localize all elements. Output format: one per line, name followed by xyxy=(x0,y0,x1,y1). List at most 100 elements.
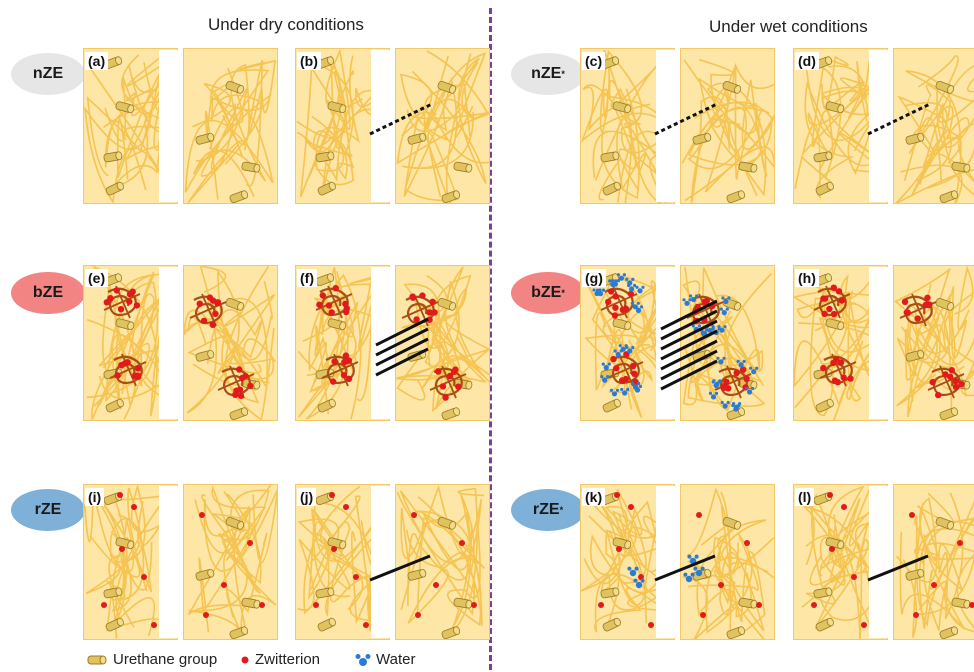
polymer-chain xyxy=(184,93,274,193)
urethane-group-icon xyxy=(722,516,742,530)
polymer-chain xyxy=(683,59,774,134)
urethane-group-icon xyxy=(115,101,135,114)
polymer-chain xyxy=(416,516,482,627)
legend-water-label: Water xyxy=(376,651,416,668)
panel-h-right xyxy=(893,265,974,421)
zwitterion-dot xyxy=(117,492,123,498)
zwitterion-brush xyxy=(813,284,851,319)
zwitterion-dot xyxy=(969,602,974,608)
urethane-group-icon xyxy=(225,297,245,311)
polymer-chain xyxy=(198,489,270,633)
ionic-bond xyxy=(660,339,718,371)
bze-wet-sample-label: bZE * xyxy=(511,272,585,314)
zwitterion-dot xyxy=(718,582,724,588)
urethane-group-icon xyxy=(939,626,959,639)
condition-divider xyxy=(489,8,492,670)
polymer-chain xyxy=(594,573,674,633)
panel-label: (i) xyxy=(85,488,105,506)
polymer-chain xyxy=(698,58,767,197)
urethane-group-icon xyxy=(825,537,845,550)
panel-e-right xyxy=(183,265,278,421)
zwitterion-dot xyxy=(329,492,335,498)
legend-water: Water xyxy=(355,651,415,668)
urethane-group-icon xyxy=(600,587,620,599)
zwitterion-dot xyxy=(841,504,847,510)
zwitterion-dot xyxy=(101,602,107,608)
polymer-chain xyxy=(184,309,263,391)
zwitterion-dot xyxy=(363,622,369,628)
panel-label: (c) xyxy=(582,52,606,70)
polymer-chain xyxy=(688,533,774,634)
polymer-chain xyxy=(211,490,262,585)
hydrogen-bond xyxy=(867,102,931,136)
urethane-group-icon xyxy=(241,161,261,173)
polymer-chain xyxy=(713,551,769,639)
polymer-chain xyxy=(592,55,668,181)
polymer-chain xyxy=(407,510,485,624)
zwitterion-brush xyxy=(321,352,359,387)
zwitterion-dot xyxy=(628,504,634,510)
zwitterion-brush xyxy=(429,365,467,401)
urethane-group-icon xyxy=(407,568,427,581)
polymer-chain xyxy=(794,290,864,420)
zwitterion-dot xyxy=(131,504,137,510)
zwitterion-dot xyxy=(471,602,477,608)
interface-bonds xyxy=(375,317,429,377)
ionic-bond xyxy=(660,329,718,361)
polymer-chain xyxy=(106,550,135,632)
polymer-chain xyxy=(304,70,355,186)
zwitterion-brush xyxy=(189,293,227,328)
zwitterion-brush xyxy=(899,293,937,327)
zwitterion-brush xyxy=(819,353,857,387)
interface-gap xyxy=(656,486,680,638)
polymer-chain xyxy=(690,272,773,387)
urethane-group-icon xyxy=(225,516,245,530)
urethane-group-icon xyxy=(437,516,457,530)
urethane-group-icon xyxy=(441,407,461,420)
urethane-group-icon xyxy=(327,101,347,114)
panel-label: (f) xyxy=(297,269,317,287)
zwitterion-dot xyxy=(957,540,963,546)
urethane-group-icon xyxy=(103,151,123,163)
zwitterion-dot xyxy=(331,546,337,552)
panel-k-right xyxy=(680,484,775,640)
polymer-chain xyxy=(403,283,468,376)
urethane-group-icon xyxy=(939,407,959,420)
zwitterion-dot xyxy=(909,512,915,518)
urethane-group-icon xyxy=(195,568,215,581)
interface-bonds xyxy=(654,102,718,136)
zwitterion-dot xyxy=(247,540,253,546)
urethane-group-icon xyxy=(825,101,845,114)
polymer-chain xyxy=(814,488,871,630)
interface-bonds xyxy=(867,102,931,136)
rze-sample-label: rZE xyxy=(11,489,85,531)
zwitterion-dot xyxy=(756,602,762,608)
urethane-group-icon xyxy=(602,398,621,413)
zwitterion-icon xyxy=(241,656,249,663)
zwitterion-dot xyxy=(433,582,439,588)
urethane-group-icon xyxy=(602,181,621,196)
panel-label: (e) xyxy=(85,269,109,287)
zwitterion-dot xyxy=(696,512,702,518)
legend-zwitterion: Zwitterion xyxy=(240,651,320,668)
polymer-chain xyxy=(583,505,643,592)
panel-j-right xyxy=(395,484,490,640)
panel-label: (l) xyxy=(795,488,815,506)
urethane-group-icon xyxy=(738,597,758,609)
panel-label: (h) xyxy=(795,269,819,287)
urethane-group-icon xyxy=(602,617,621,632)
interface-gap xyxy=(869,486,893,638)
polymer-chain xyxy=(687,321,766,407)
zwitterion-brush xyxy=(103,285,141,319)
polymer-chain xyxy=(599,49,665,203)
zwitterion-brush xyxy=(592,273,645,319)
polymer-chain xyxy=(188,485,259,616)
wet-heading: Under wet conditions xyxy=(709,17,868,36)
interface-bonds xyxy=(654,554,716,582)
zwitterion-dot xyxy=(203,612,209,618)
panel-l-right xyxy=(893,484,974,640)
urethane-group-icon xyxy=(317,617,336,632)
panel-c-right xyxy=(680,48,775,204)
interface-bonds xyxy=(660,299,718,391)
urethane-group-icon xyxy=(600,151,620,163)
